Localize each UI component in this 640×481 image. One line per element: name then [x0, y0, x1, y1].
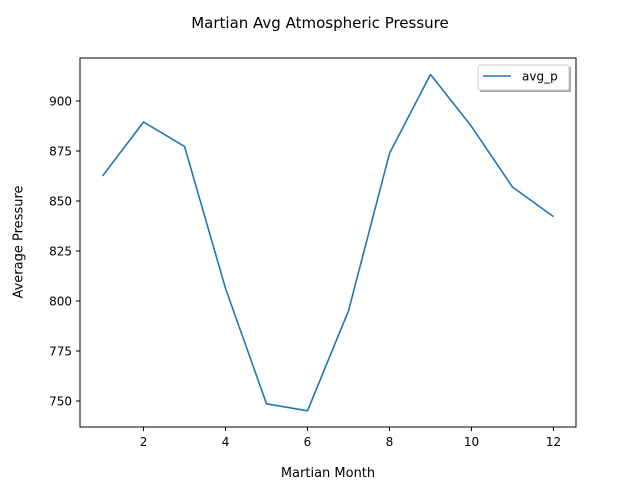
x-axis-label: Martian Month — [280, 466, 376, 481]
legend-label-avg-p: avg_p — [522, 70, 558, 84]
y-tick-label: 800 — [49, 295, 72, 309]
x-ticks: 2 4 6 8 10 12 — [140, 427, 561, 449]
x-tick-label: 10 — [464, 435, 479, 449]
chart-title: Martian Avg Atmospheric Pressure — [191, 14, 449, 32]
x-tick-label: 8 — [386, 435, 394, 449]
x-tick-label: 6 — [304, 435, 312, 449]
series-line-avg-p — [101, 73, 554, 412]
x-tick-label: 2 — [140, 435, 148, 449]
legend-box — [477, 64, 570, 91]
x-tick-label: 4 — [222, 435, 230, 449]
y-tick-label: 900 — [49, 95, 72, 109]
y-tick-label: 825 — [49, 245, 72, 259]
y-tick-label: 775 — [49, 345, 72, 359]
y-ticks: 750 775 800 825 850 875 900 — [49, 95, 80, 409]
y-tick-label: 875 — [49, 145, 72, 159]
plot-frame — [79, 57, 577, 428]
series-layer — [101, 73, 554, 412]
legend[interactable]: avg_p — [477, 64, 571, 92]
y-tick-label: 750 — [49, 395, 72, 409]
y-tick-label: 850 — [49, 195, 72, 209]
x-tick-label: 12 — [546, 435, 561, 449]
